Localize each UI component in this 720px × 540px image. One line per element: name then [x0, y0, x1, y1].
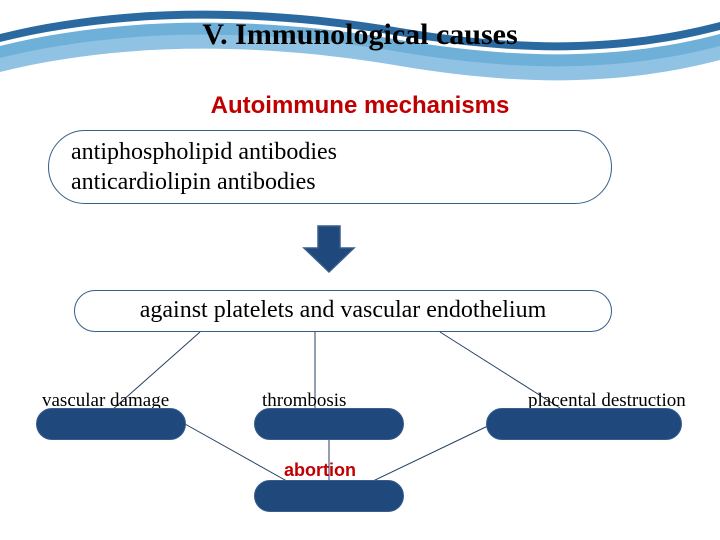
slide-title: V. Immunological causes	[0, 18, 720, 52]
leaf-pill	[36, 408, 186, 440]
down-arrow-icon	[302, 224, 356, 274]
leaf-pill	[254, 408, 404, 440]
antibodies-line1: antiphospholipid antibodies	[71, 137, 589, 167]
leaf-pill	[486, 408, 682, 440]
slide-subtitle: Autoimmune mechanisms	[0, 92, 720, 120]
abortion-pill	[254, 480, 404, 512]
antibodies-box: antiphospholipid antibodies anticardioli…	[48, 130, 612, 204]
target-box: against platelets and vascular endotheli…	[74, 290, 612, 332]
abortion-label: abortion	[284, 460, 356, 481]
antibodies-line2: anticardiolipin antibodies	[71, 167, 589, 197]
arrow-shape	[304, 226, 354, 272]
connector-lines	[0, 0, 720, 540]
